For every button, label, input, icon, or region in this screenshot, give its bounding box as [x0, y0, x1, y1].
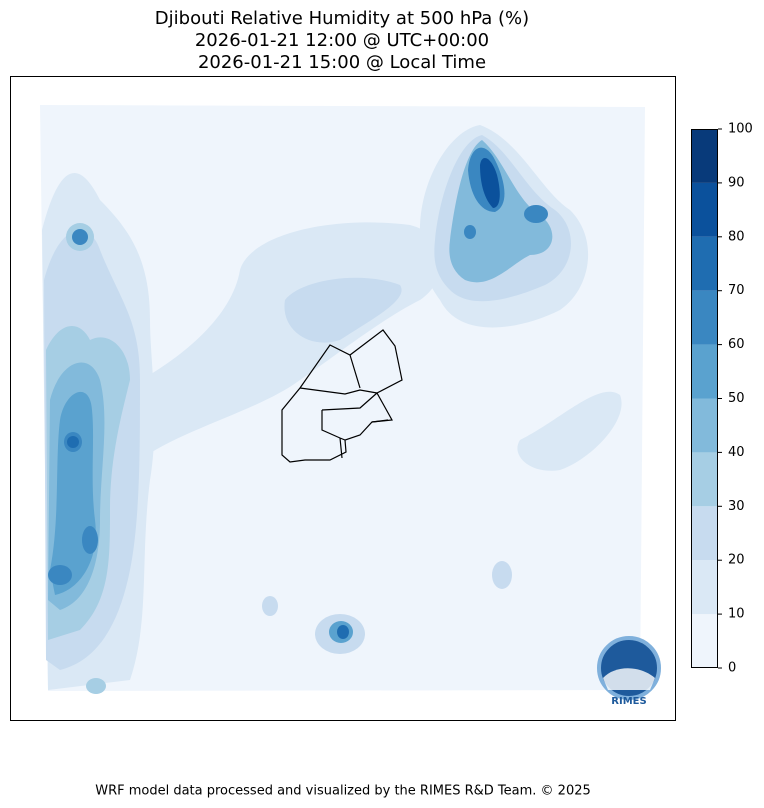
- contour: [284, 277, 402, 343]
- colorbar-segment: [691, 182, 718, 237]
- contour: [337, 625, 349, 639]
- title-line: Djibouti Relative Humidity at 500 hPa (%…: [155, 8, 529, 29]
- contour: [72, 229, 88, 245]
- colorbar-segment: [691, 398, 718, 453]
- region-border: [299, 354, 389, 459]
- colorbar-tick-label: 30: [728, 499, 745, 514]
- colorbar-segment: [691, 452, 718, 507]
- colorbar-segment: [691, 236, 718, 291]
- colorbar: 0 10 20 30 40 50 60 70 80 90 100: [691, 122, 753, 676]
- colorbar-segment: [691, 290, 718, 345]
- colorbar-tick-label: 50: [728, 391, 745, 406]
- logo-wave: [603, 668, 655, 690]
- colorbar-tick-label: 90: [728, 175, 745, 190]
- title-line: 2026-01-21 15:00 @ Local Time: [198, 52, 486, 73]
- contour: [480, 157, 500, 208]
- contour: [82, 526, 98, 554]
- contour: [262, 596, 278, 616]
- colorbar-tick-label: 70: [728, 283, 745, 298]
- colorbar-tick-label: 10: [728, 607, 745, 622]
- map: RIMES: [10, 76, 676, 721]
- colorbar-tick-label: 0: [728, 661, 736, 676]
- contour: [67, 436, 79, 448]
- footer: WRF model data processed and visualized …: [95, 784, 591, 799]
- contour: [492, 561, 512, 589]
- colorbar-segment: [691, 344, 718, 399]
- colorbar-segment: [691, 614, 718, 668]
- colorbar-tick-label: 80: [728, 229, 745, 244]
- colorbar-segment: [691, 129, 718, 183]
- colorbar-tick-label: 20: [728, 553, 745, 568]
- contour: [524, 205, 548, 223]
- contour: [464, 225, 476, 239]
- contour: [86, 678, 106, 694]
- logo-text: RIMES: [611, 696, 646, 707]
- colorbar-tick-label: 40: [728, 445, 745, 460]
- contour: [48, 565, 72, 585]
- colorbar-segment: [691, 506, 718, 561]
- colorbar-tick-label: 100: [728, 122, 753, 137]
- title-line: 2026-01-21 12:00 @ UTC+00:00: [195, 30, 489, 51]
- colorbar-tick-label: 60: [728, 337, 745, 352]
- contour: [517, 391, 622, 471]
- colorbar-frame: [691, 129, 718, 668]
- colorbar-segment: [691, 560, 718, 615]
- country-border: [281, 329, 403, 463]
